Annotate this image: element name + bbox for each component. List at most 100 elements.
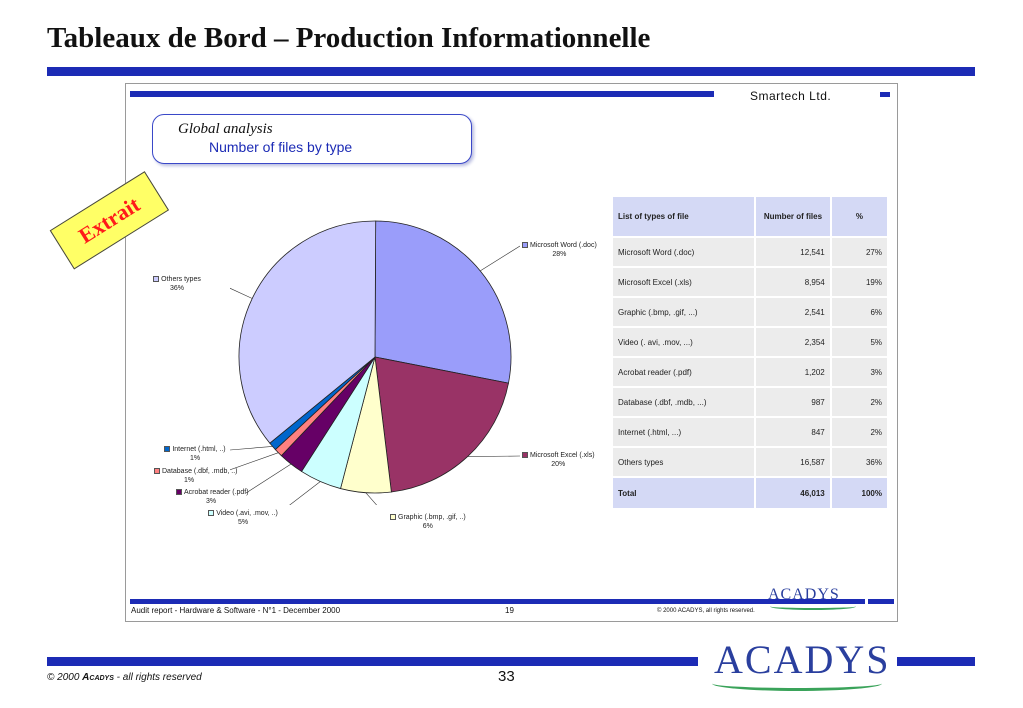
pie-slice-label: Graphic (.bmp, .gif, ..) 6% bbox=[390, 513, 466, 531]
cell-count: 847 bbox=[756, 418, 830, 446]
cell-percent: 6% bbox=[831, 298, 887, 326]
pie-slice-name: Database (.dbf, .mdb, ..) bbox=[162, 468, 238, 475]
footer-rule-right bbox=[897, 657, 975, 666]
cell-count: 2,541 bbox=[756, 298, 830, 326]
footer-rule-left bbox=[47, 657, 698, 666]
cell-percent: 19% bbox=[831, 268, 887, 296]
pie-leader-line bbox=[230, 446, 273, 451]
table-row: Microsoft Excel (.xls) 8,954 19% bbox=[613, 268, 887, 296]
cell-percent: 5% bbox=[831, 328, 887, 356]
document-logo-swoosh bbox=[770, 603, 856, 610]
pie-leader-line bbox=[245, 463, 292, 494]
total-count: 46,013 bbox=[756, 478, 830, 508]
pie-slice-label: Database (.dbf, .mdb, ..) 1% bbox=[154, 467, 237, 485]
pie-slice-percent: 28% bbox=[552, 251, 567, 258]
pie-slice-label: Microsoft Excel (.xls) 20% bbox=[522, 451, 595, 469]
table-row: Microsoft Word (.doc) 12,541 27% bbox=[613, 238, 887, 266]
cell-count: 12,541 bbox=[756, 238, 830, 266]
document-bottom-mark bbox=[868, 599, 894, 604]
cell-type: Database (.dbf, .mdb, ...) bbox=[613, 388, 755, 416]
legend-swatch bbox=[390, 514, 396, 521]
analysis-title: Global analysis bbox=[178, 121, 273, 137]
cell-count: 2,354 bbox=[756, 328, 830, 356]
document-footer-left: Audit report - Hardware & Software - N°1… bbox=[131, 606, 341, 615]
legend-swatch bbox=[153, 276, 160, 283]
pie-slice-name: Others types bbox=[161, 276, 201, 283]
cell-percent: 36% bbox=[831, 448, 887, 476]
pie-leader-line bbox=[467, 455, 520, 457]
cell-count: 1,202 bbox=[756, 358, 830, 386]
pie-leader-line bbox=[480, 245, 520, 272]
cell-type: Microsoft Word (.doc) bbox=[613, 238, 755, 266]
cell-type: Video (. avi, .mov, ...) bbox=[613, 328, 755, 356]
table-total-row: Total 46,013 100% bbox=[613, 478, 887, 508]
cell-type: Others types bbox=[613, 448, 755, 476]
cell-percent: 2% bbox=[831, 388, 887, 416]
cell-type: Acrobat reader (.pdf) bbox=[613, 358, 755, 386]
cell-count: 16,587 bbox=[756, 448, 830, 476]
document-top-mark bbox=[880, 92, 890, 97]
table-row: Others types 16,587 36% bbox=[613, 448, 887, 476]
header-type: List of types of file bbox=[613, 197, 755, 236]
pie-chart bbox=[230, 220, 520, 505]
legend-swatch bbox=[208, 510, 215, 517]
total-percent: 100% bbox=[831, 478, 887, 508]
pie-leader-line bbox=[365, 492, 377, 505]
pie-leader-line bbox=[289, 481, 321, 505]
pie-slice-percent: 3% bbox=[205, 498, 217, 505]
pie-slice bbox=[374, 220, 512, 384]
pie-slice-percent: 36% bbox=[169, 285, 184, 292]
pie-leader-line bbox=[230, 287, 253, 299]
pie-slice-percent: 20% bbox=[551, 461, 566, 468]
document-footer-page: 19 bbox=[505, 606, 514, 615]
slide-page-number: 33 bbox=[498, 668, 515, 685]
document-top-rule bbox=[130, 91, 714, 97]
pie-slice-name: Internet (.html, ..) bbox=[172, 446, 226, 453]
cell-type: Microsoft Excel (.xls) bbox=[613, 268, 755, 296]
pie-slice-name: Microsoft Excel (.xls) bbox=[530, 452, 595, 459]
cell-type: Internet (.html, ...) bbox=[613, 418, 755, 446]
table-row: Graphic (.bmp, .gif, ...) 2,541 6% bbox=[613, 298, 887, 326]
pie-slice-label: Others types 36% bbox=[142, 275, 212, 293]
legend-swatch bbox=[176, 489, 182, 496]
pie-slice-percent: 6% bbox=[422, 523, 433, 530]
files-table: List of types of file Number of files % … bbox=[611, 195, 889, 510]
pie-slice-percent: 5% bbox=[237, 519, 249, 526]
header-percent: % bbox=[831, 197, 887, 236]
cell-percent: 27% bbox=[831, 238, 887, 266]
total-label: Total bbox=[613, 478, 755, 508]
cell-count: 8,954 bbox=[756, 268, 830, 296]
pie-slice-percent: 1% bbox=[183, 477, 195, 484]
legend-swatch bbox=[164, 446, 171, 453]
legend-swatch bbox=[522, 452, 528, 459]
document-footer-copyright: © 2000 ACADYS, all rights reserved. bbox=[657, 608, 755, 614]
header-count: Number of files bbox=[756, 197, 830, 236]
document-logo: ACADYS bbox=[768, 586, 840, 603]
pie-slice-label: Video (.avi, .mov, ..) 5% bbox=[208, 509, 278, 527]
pie-leader-line bbox=[230, 452, 279, 471]
document-bottom-rule bbox=[130, 599, 865, 604]
pie-slice-name: Acrobat reader (.pdf) bbox=[184, 489, 249, 496]
title-rule bbox=[47, 67, 975, 76]
cell-count: 987 bbox=[756, 388, 830, 416]
cell-percent: 3% bbox=[831, 358, 887, 386]
table-row: Video (. avi, .mov, ...) 2,354 5% bbox=[613, 328, 887, 356]
analysis-subtitle: Number of files by type bbox=[209, 139, 353, 155]
cell-type: Graphic (.bmp, .gif, ...) bbox=[613, 298, 755, 326]
company-name: Smartech Ltd. bbox=[750, 89, 832, 103]
legend-swatch bbox=[154, 468, 160, 475]
pie-slice-name: Microsoft Word (.doc) bbox=[530, 242, 597, 249]
table-row: Database (.dbf, .mdb, ...) 987 2% bbox=[613, 388, 887, 416]
pie-slice bbox=[374, 356, 509, 493]
pie-slice-label: Microsoft Word (.doc) 28% bbox=[522, 241, 597, 259]
pie-slice-name: Graphic (.bmp, .gif, ..) bbox=[398, 514, 466, 521]
pie-slice-label: Internet (.html, ..) 1% bbox=[160, 445, 230, 463]
table-header-row: List of types of file Number of files % bbox=[613, 197, 887, 236]
cell-percent: 2% bbox=[831, 418, 887, 446]
table-row: Acrobat reader (.pdf) 1,202 3% bbox=[613, 358, 887, 386]
analysis-title-box bbox=[152, 114, 472, 164]
pie-slice-label: Acrobat reader (.pdf) 3% bbox=[176, 488, 249, 506]
pie-slice-name: Video (.avi, .mov, ..) bbox=[216, 510, 278, 517]
legend-swatch bbox=[522, 242, 528, 249]
pie-slice-percent: 1% bbox=[189, 455, 201, 462]
